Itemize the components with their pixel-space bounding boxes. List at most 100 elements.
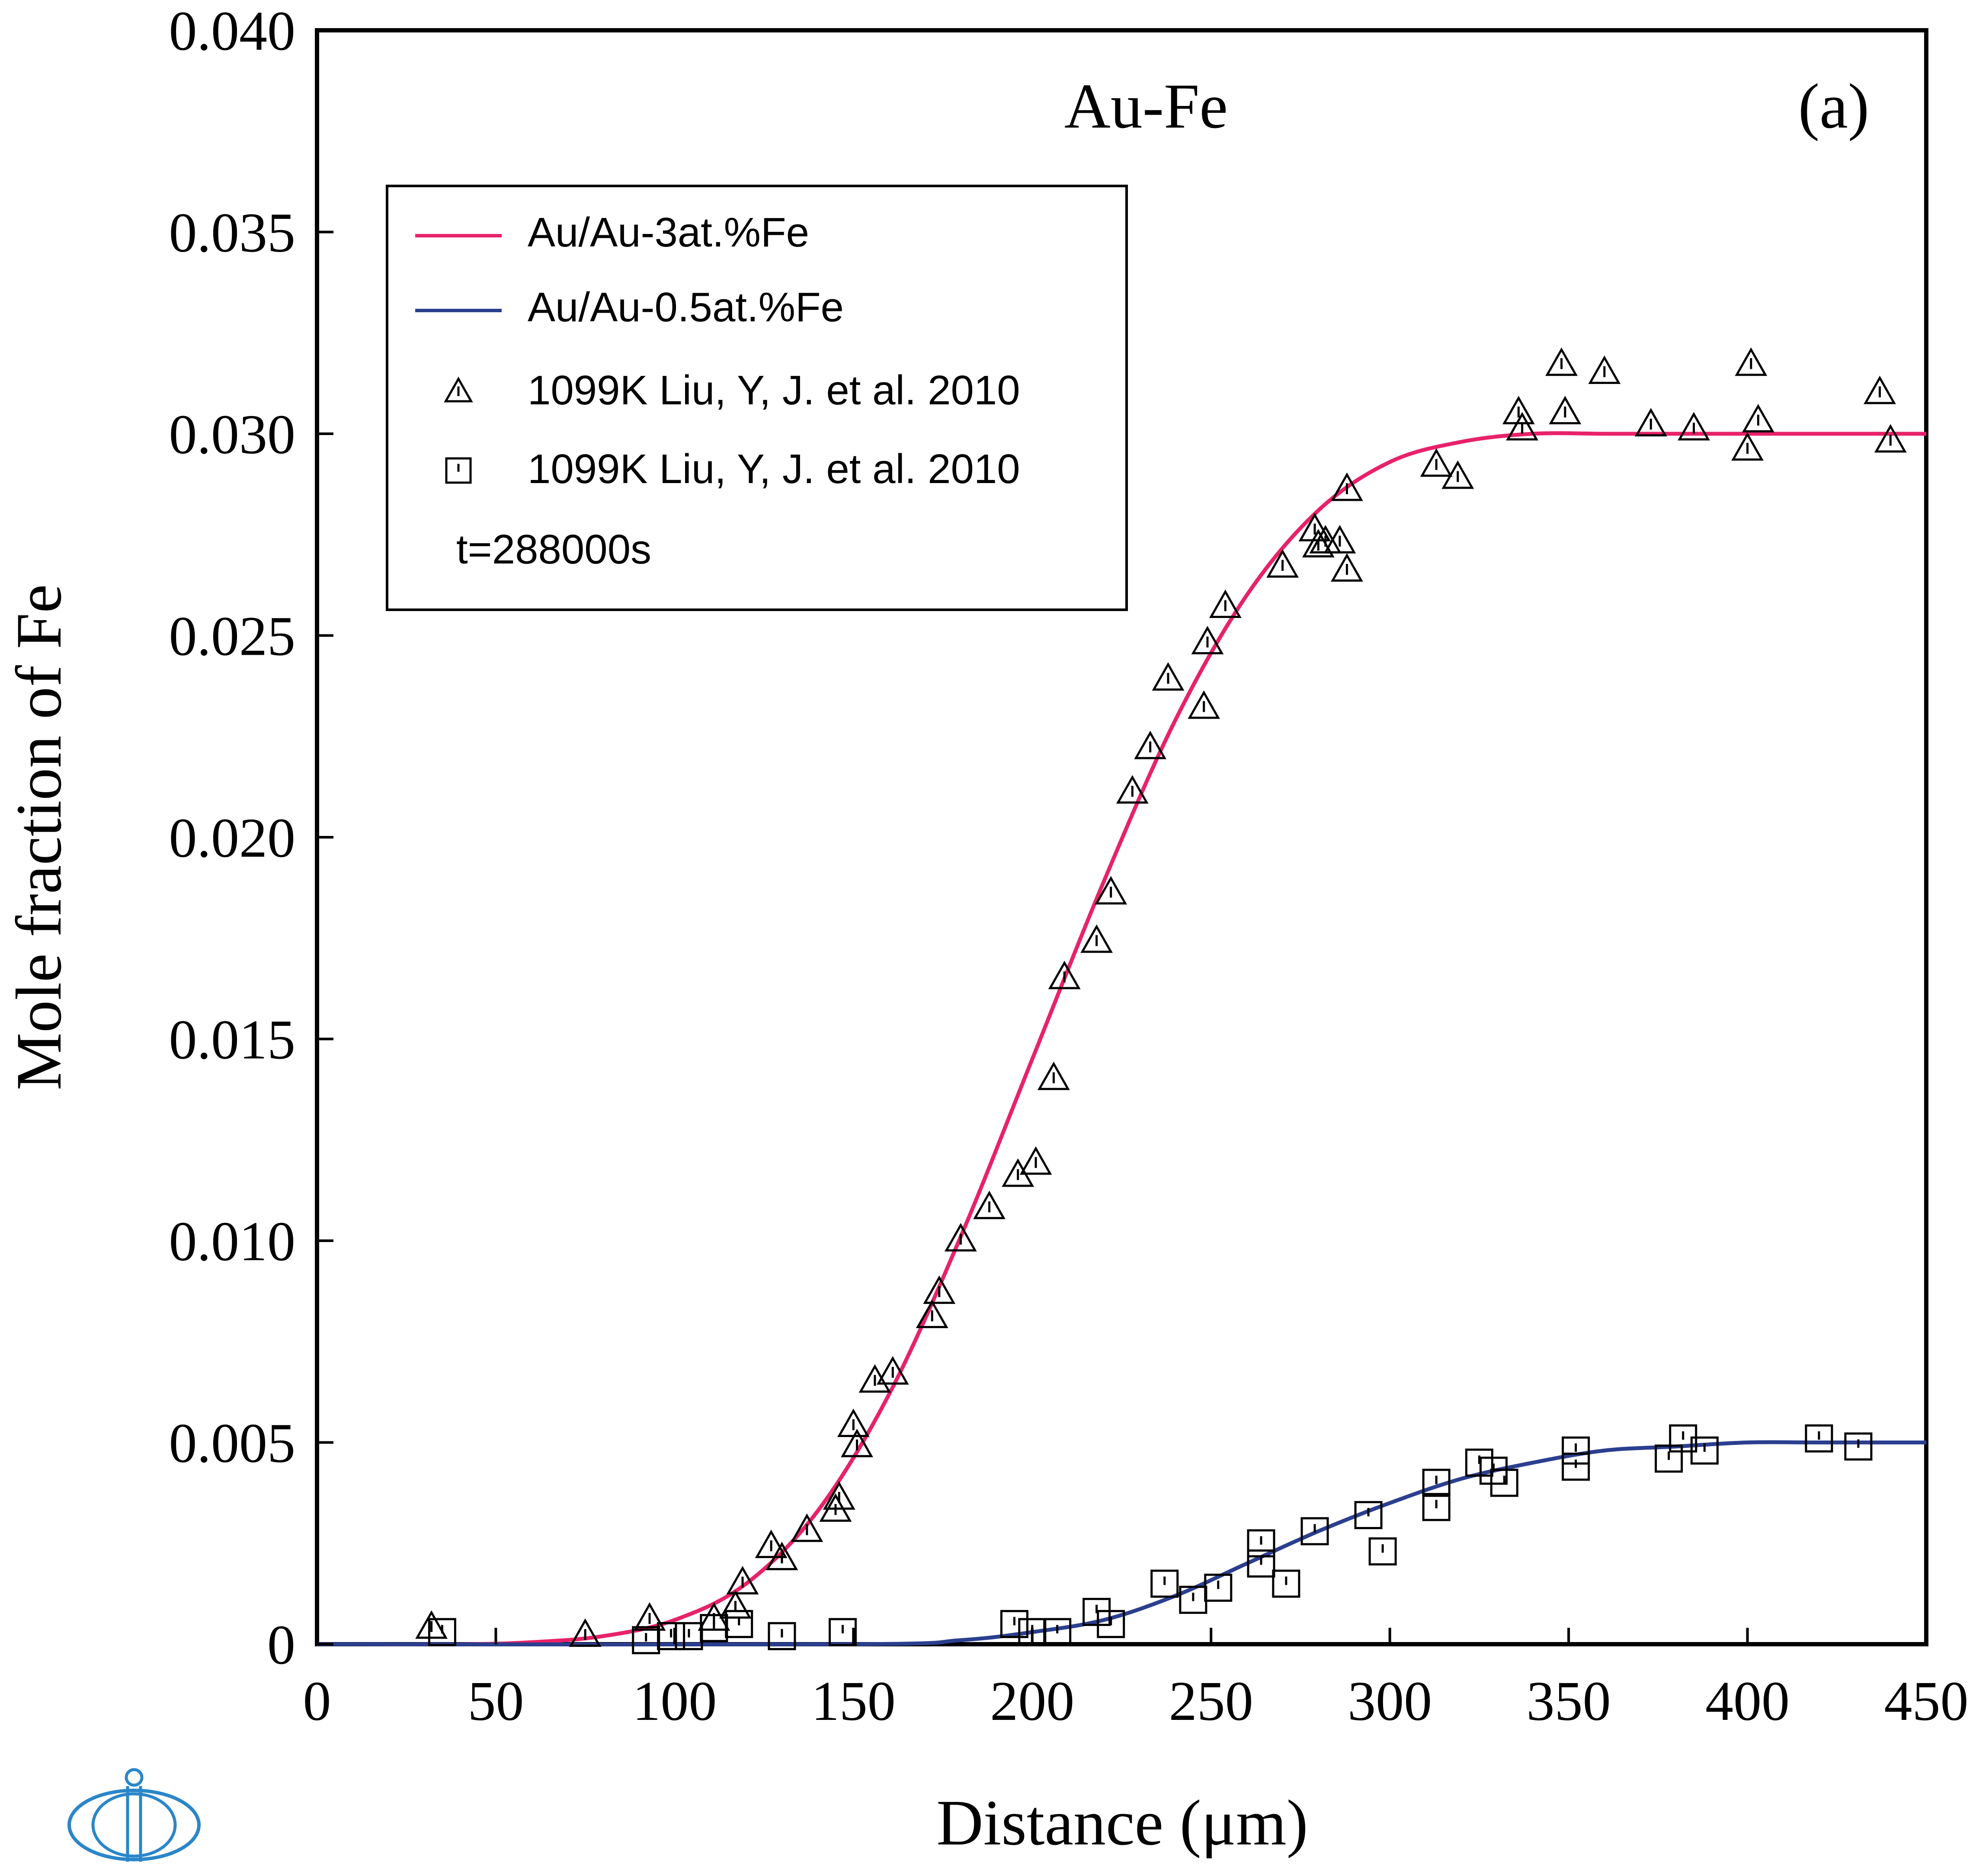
data-point-triangle xyxy=(1019,1146,1052,1175)
legend-triangle-marker xyxy=(444,376,473,403)
data-point-square xyxy=(768,1622,796,1650)
data-point-triangle xyxy=(1037,1061,1070,1090)
y-tick-label: 0 xyxy=(267,1614,295,1676)
curve-series-1 xyxy=(317,1440,1926,1647)
legend-label-05at: Au/Au-0.5at.%Fe xyxy=(528,284,844,330)
data-point-triangle xyxy=(1678,412,1710,441)
data-point-triangle xyxy=(1735,347,1768,376)
data-point-triangle xyxy=(755,1530,788,1558)
data-point-triangle xyxy=(1634,408,1667,437)
data-point-triangle xyxy=(1134,730,1167,759)
legend-box xyxy=(386,185,1128,611)
x-tick-label: 450 xyxy=(1884,1670,1969,1732)
data-point-triangle xyxy=(1209,589,1242,618)
x-tick-label: 300 xyxy=(1348,1670,1432,1732)
data-point-triangle xyxy=(1420,448,1453,477)
data-point-triangle xyxy=(1048,960,1081,989)
data-point-triangle xyxy=(1874,424,1907,453)
legend: Au/Au-3at.%Fe Au/Au-0.5at.%Fe 1099K Liu,… xyxy=(386,185,1128,611)
data-point-square xyxy=(1422,1469,1451,1497)
data-point-square xyxy=(1204,1573,1233,1602)
data-point-triangle xyxy=(1506,412,1539,441)
data-point-triangle xyxy=(1188,690,1220,719)
data-point-square xyxy=(1655,1444,1683,1473)
data-point-triangle xyxy=(1441,460,1474,489)
x-tick-label: 150 xyxy=(811,1670,896,1732)
y-tick-label: 0.005 xyxy=(169,1412,296,1475)
x-tick-label: 100 xyxy=(632,1670,717,1732)
y-axis-label: Mole fraction of Fe xyxy=(3,584,75,1090)
data-point-triangle xyxy=(569,1618,602,1647)
y-tick-label: 0.010 xyxy=(169,1210,296,1273)
data-point-triangle xyxy=(1502,396,1535,425)
data-point-square xyxy=(1844,1432,1873,1461)
data-point-square xyxy=(1368,1537,1397,1565)
data-point-square xyxy=(1300,1517,1329,1546)
curve-series-0 xyxy=(317,431,1926,1646)
data-point-triangle xyxy=(1545,347,1578,376)
data-point-triangle xyxy=(1323,525,1356,554)
data-point-triangle xyxy=(1152,662,1185,691)
data-point-square xyxy=(1247,1529,1275,1558)
data-point-triangle xyxy=(841,1428,874,1457)
data-point-triangle xyxy=(973,1191,1006,1220)
data-point-triangle xyxy=(1116,775,1149,804)
legend-label-3at: Au/Au-3at.%Fe xyxy=(528,209,809,256)
y-tick-label: 0.035 xyxy=(169,202,296,264)
data-point-triangle xyxy=(1549,396,1582,425)
data-point-square xyxy=(1000,1610,1028,1638)
data-point-square xyxy=(725,1610,753,1638)
data-point-triangle xyxy=(1864,375,1896,404)
legend-square-icon xyxy=(445,457,472,484)
data-point-square xyxy=(1354,1501,1383,1529)
data-point-triangle xyxy=(944,1223,977,1252)
x-tick-label: 350 xyxy=(1527,1670,1611,1732)
y-tick-label: 0.020 xyxy=(169,807,296,869)
data-point-triangle xyxy=(916,1300,948,1329)
x-axis-label: Distance (μm) xyxy=(936,1787,1308,1859)
data-point-triangle xyxy=(415,1610,448,1639)
data-point-square xyxy=(428,1618,456,1646)
data-point-square xyxy=(1247,1549,1275,1578)
data-point-triangle xyxy=(1588,355,1621,384)
y-tick-label: 0.040 xyxy=(169,0,296,62)
time-annotation: t=288000s xyxy=(456,526,651,573)
y-tick-label: 0.025 xyxy=(169,605,296,668)
data-point-triangle xyxy=(633,1602,666,1631)
curve-layer xyxy=(317,431,1926,1647)
legend-square-marker xyxy=(445,457,472,484)
y-axis: 0 0.005 0.010 0.015 0.020 0.025 0.030 0.035 0.04… xyxy=(169,0,333,1676)
x-axis: 0 50 100 150 200 250 300 350 400 450 xyxy=(303,1628,1969,1732)
x-tick-label: 400 xyxy=(1705,1670,1790,1732)
publisher-logo-icon xyxy=(67,1768,201,1862)
data-point-triangle xyxy=(876,1356,909,1385)
data-point-triangle xyxy=(1298,512,1331,541)
x-tick-label: 0 xyxy=(303,1670,331,1732)
data-point-square xyxy=(829,1618,857,1646)
marker-layer xyxy=(415,347,1907,1655)
data-point-square xyxy=(657,1622,685,1650)
data-point-square xyxy=(1422,1493,1451,1521)
data-point-square xyxy=(1562,1436,1590,1465)
data-point-triangle xyxy=(1331,472,1363,501)
data-point-triangle xyxy=(923,1275,956,1304)
y-tick-label: 0.030 xyxy=(169,403,296,466)
data-point-square xyxy=(1490,1469,1518,1497)
data-point-triangle xyxy=(719,1590,752,1619)
data-point-triangle xyxy=(726,1565,759,1594)
x-tick-label: 50 xyxy=(468,1670,524,1732)
legend-triangle-icon xyxy=(444,376,473,403)
data-point-square xyxy=(1043,1618,1072,1646)
data-point-triangle xyxy=(1331,553,1363,582)
data-point-square xyxy=(1272,1569,1300,1598)
chart-title: Au-Fe xyxy=(1064,71,1228,142)
data-point-triangle xyxy=(765,1542,798,1570)
data-point-square xyxy=(1150,1569,1179,1598)
data-point-triangle xyxy=(1080,924,1113,953)
x-tick-label: 200 xyxy=(990,1670,1074,1732)
data-point-triangle xyxy=(823,1481,855,1510)
data-point-triangle xyxy=(791,1513,823,1542)
data-point-square xyxy=(1690,1436,1719,1465)
